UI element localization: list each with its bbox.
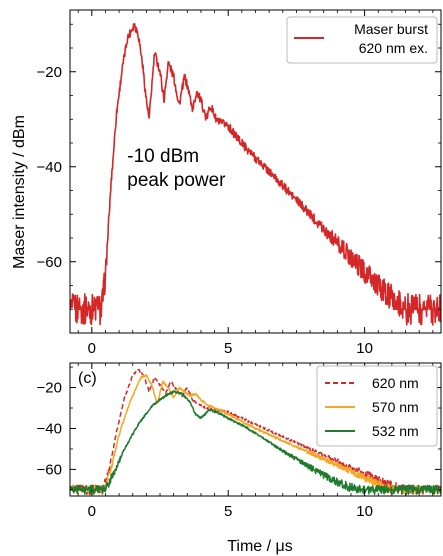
annotation-text: peak power	[127, 170, 226, 191]
series-group	[70, 23, 441, 326]
legend-label: 570 nm	[372, 399, 419, 415]
x-tick-label: 0	[88, 340, 96, 357]
panel-label: (c)	[78, 370, 97, 387]
legend-label: 620 nm	[372, 375, 419, 391]
legend-box	[286, 16, 438, 64]
y-axis-label: Maser intensity / dBm	[11, 115, 28, 269]
annotation-text: -10 dBm	[127, 146, 199, 167]
y-tick-label: −60	[37, 254, 62, 271]
x-axis-label: Time / μs	[227, 538, 293, 555]
series-line-620-nm	[70, 368, 441, 495]
legend-box	[316, 365, 438, 447]
x-tick-label: 5	[224, 340, 232, 357]
x-tick-label: 10	[356, 340, 373, 357]
legend-label: 620 nm ex.	[359, 40, 428, 56]
legend-label: 532 nm	[372, 423, 419, 439]
series-line-532-nm	[70, 390, 441, 496]
series-group	[70, 368, 441, 496]
series-line-570-nm	[70, 374, 441, 496]
x-tick-label: 0	[88, 503, 96, 520]
y-tick-label: −20	[37, 380, 62, 397]
x-tick-label: 10	[356, 503, 373, 520]
y-tick-label: −20	[37, 64, 62, 81]
y-tick-label: −40	[37, 159, 62, 176]
y-tick-label: −60	[37, 461, 62, 478]
x-tick-label: 5	[224, 503, 232, 520]
legend-label: Maser burst	[354, 21, 428, 37]
y-tick-label: −40	[37, 420, 62, 437]
top-panel: 0 5 10 −20 −40 −60 -10 dBm peak power Maser burs…	[37, 9, 442, 357]
series-line-maser-burst	[70, 23, 441, 326]
bottom-panel: 0 5 10 −20 −40 −60 (c) 620 nm 570 nm 532 nm	[37, 362, 442, 520]
